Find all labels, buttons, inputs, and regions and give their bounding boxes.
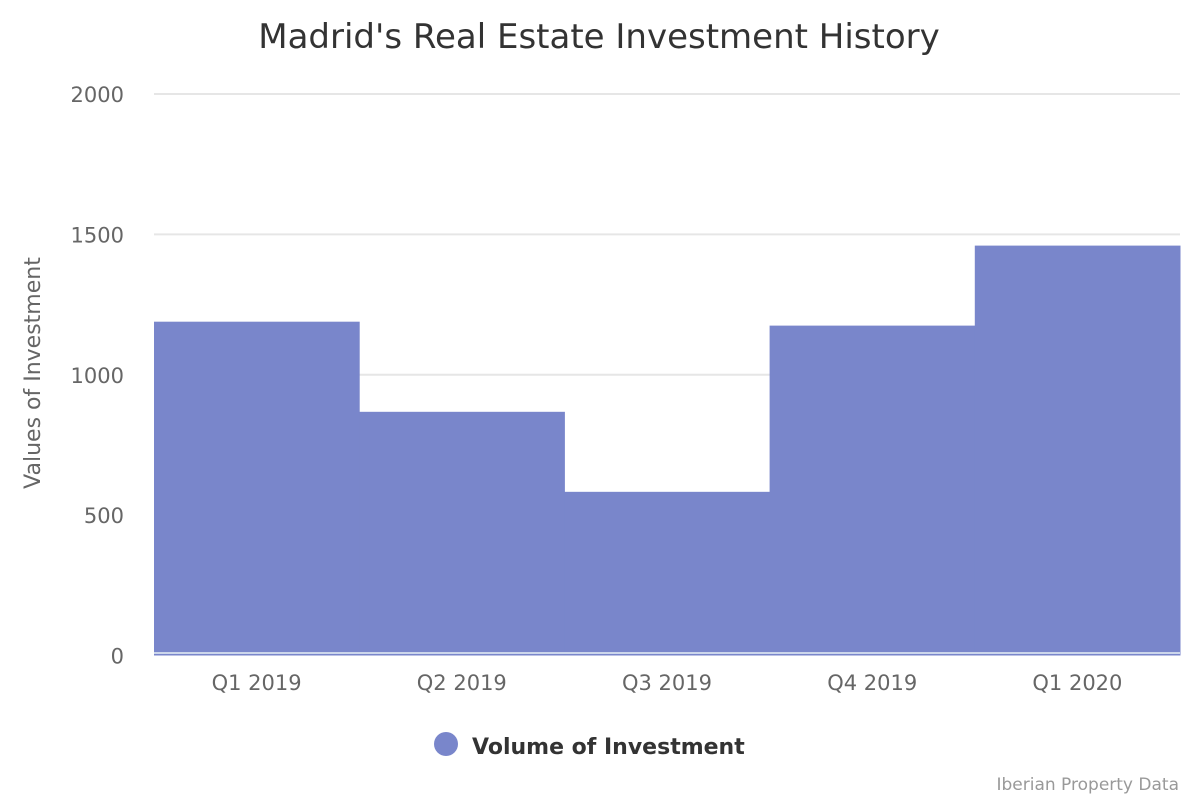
y-axis-label: Values of Investment (21, 257, 46, 489)
bar-q1-2019[interactable] (154, 321, 360, 656)
bar-q4-2019[interactable] (769, 325, 976, 656)
y-tick-label: 2000 (71, 83, 124, 107)
y-tick-label: 1000 (71, 364, 124, 388)
x-tick-label: Q1 2019 (212, 671, 302, 695)
x-tick-label: Q3 2019 (622, 671, 712, 695)
bar-q1-2020[interactable] (974, 245, 1181, 656)
bar-q3-2019[interactable] (564, 491, 771, 656)
legend-marker[interactable] (434, 732, 458, 756)
y-tick-label: 1500 (71, 223, 124, 247)
x-tick-label: Q1 2020 (1032, 671, 1122, 695)
chart-title: Madrid's Real Estate Investment History (258, 17, 940, 57)
legend-label[interactable]: Volume of Investment (472, 735, 745, 760)
bar-q2-2019[interactable] (359, 411, 565, 656)
x-tick-label: Q4 2019 (827, 671, 917, 695)
y-tick-label: 500 (84, 504, 124, 528)
credit-text[interactable]: Iberian Property Data (996, 775, 1179, 795)
y-tick-label: 0 (111, 645, 124, 669)
x-tick-label: Q2 2019 (417, 671, 507, 695)
